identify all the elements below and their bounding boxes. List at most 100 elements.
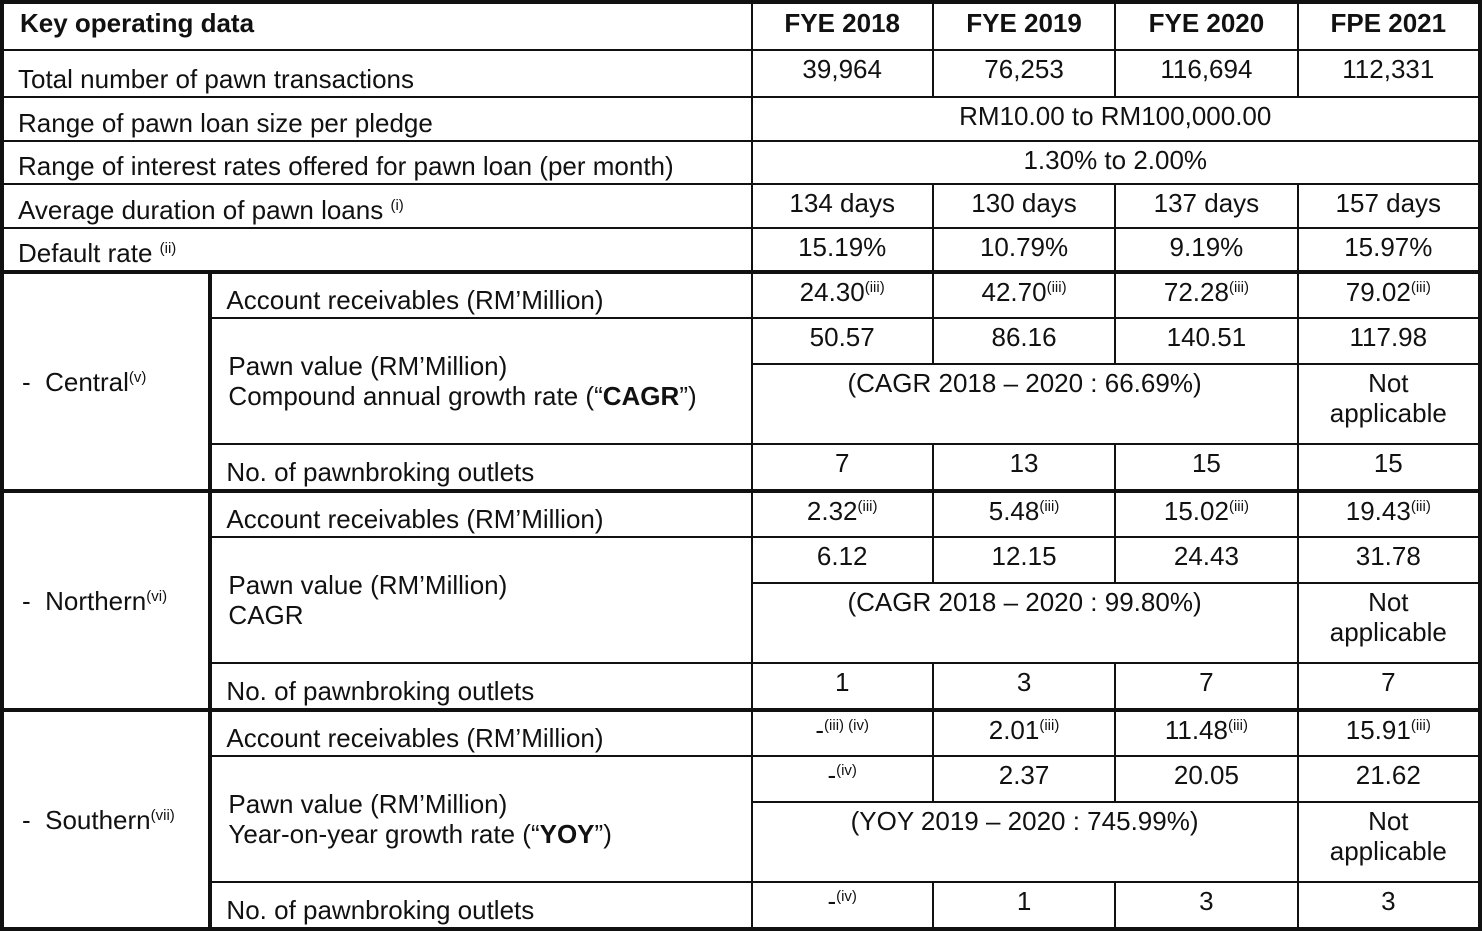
cell-text: 157 days <box>1335 188 1442 218</box>
cell-text: 7 <box>1381 667 1396 697</box>
row-label: Account receivables (RM’Million) <box>209 270 753 319</box>
label-text: Range of pawn loan size per pledge <box>18 108 433 138</box>
footnote-ref: (iii) <box>857 498 878 515</box>
footnote-ref: (vii) <box>150 806 175 824</box>
value-cell: 2.32(iii) <box>750 489 934 538</box>
value-cell: 13 <box>931 443 1117 492</box>
cell-text: 6.12 <box>816 541 868 571</box>
footnote-ref: (iii) <box>1410 498 1431 515</box>
value-cell: 157 days <box>1296 183 1482 229</box>
row: (CAGR 2018 – 2020 : 66.69%) Not applicabl… <box>2 363 1482 445</box>
value-cell: 21.62 <box>1296 755 1482 803</box>
value-cell: 76,253 <box>931 49 1117 98</box>
row: No. of pawnbroking outlets 7 13 15 15 <box>2 443 1482 492</box>
header-label: Key operating data <box>1 1 753 51</box>
cell-text: 42.70 <box>981 277 1047 307</box>
cell-text: 24.43 <box>1173 541 1239 571</box>
value-cell: 1 <box>750 662 934 711</box>
footnote-ref: (iii) <box>1228 279 1249 296</box>
cell-text: 72.28 <box>1163 277 1229 307</box>
label-text: Average duration of pawn loans <box>18 195 384 225</box>
cell-text: 117.98 <box>1349 322 1428 352</box>
region-name: - Southern(vii) <box>0 708 213 930</box>
cell-text: 2.37 <box>998 760 1050 790</box>
cell-text: - <box>827 760 837 790</box>
value-cell: 10.79% <box>931 227 1117 273</box>
row-label: Range of pawn loan size per pledge <box>1 96 753 142</box>
value-cell: 39,964 <box>750 49 934 98</box>
value-cell: 72.28(iii) <box>1114 270 1299 319</box>
row-label: Range of interest rates offered for pawn… <box>1 140 753 185</box>
growth-value: (YOY 2019 – 2020 : 745.99%) <box>750 801 1299 883</box>
footnote-ref: (iv) <box>836 762 857 779</box>
cell-text: 140.51 <box>1166 322 1247 352</box>
value-cell: 24.43 <box>1114 536 1299 584</box>
footnote-ref: (iii) (iv) <box>824 717 870 734</box>
label-text: Pawn value (RM’Million) <box>228 789 508 819</box>
value-cell: 1 <box>931 881 1117 930</box>
span-value: 1.30% to 2.00% <box>750 140 1482 185</box>
cell-text: 50.57 <box>809 322 875 352</box>
cell-text: 76,253 <box>984 54 1064 84</box>
row-label: No. of pawnbroking outlets <box>209 881 753 930</box>
value-cell: 79.02(iii) <box>1296 270 1482 319</box>
growth-last: Not applicable <box>1296 801 1482 883</box>
value-cell: 15 <box>1296 443 1482 492</box>
growth-value: (CAGR 2018 – 2020 : 99.80%) <box>750 582 1299 664</box>
growth-label: CAGR <box>228 600 749 630</box>
row: Pawn value (RM’Million) CAGR 6.12 12.15 24.4… <box>2 536 1482 664</box>
footnote-ref: (iv) <box>836 888 857 905</box>
label-text: Pawn value (RM’Million) <box>228 351 508 381</box>
value-cell: 86.16 <box>931 317 1117 365</box>
cell-text: 15 <box>1191 448 1221 478</box>
footnote-ref: (iii) <box>1046 279 1067 296</box>
value-cell: 50.57 <box>750 317 934 365</box>
row-label: No. of pawnbroking outlets <box>209 662 753 711</box>
cell-text: 10.79% <box>979 232 1069 262</box>
cell-text: 11.48 <box>1164 715 1228 745</box>
cell-text: 116,694 <box>1160 54 1253 84</box>
value-cell: 6.12 <box>750 536 934 584</box>
value-cell: -(iii) (iv) <box>750 708 934 757</box>
value-cell: 15.91(iii) <box>1296 708 1482 757</box>
cell-text: 20.05 <box>1173 760 1239 790</box>
footnote-ref: (v) <box>128 368 147 386</box>
cell-text: 12.15 <box>991 541 1057 571</box>
cell-text: 137 days <box>1153 188 1260 218</box>
value-cell: 116,694 <box>1114 49 1299 98</box>
footnote-ref: (iii) <box>1039 717 1060 734</box>
row-label: Default rate (ii) <box>1 227 753 273</box>
cell-text: 15.97% <box>1344 232 1433 262</box>
region-text: - Northern <box>22 585 147 616</box>
label-part: YOY <box>539 819 595 849</box>
cell-text: 19.43 <box>1345 496 1411 526</box>
value-cell: 9.19% <box>1114 227 1299 273</box>
row: - Central(v) Account receivables (RM’Mill… <box>0 270 1482 492</box>
row: No. of pawnbroking outlets -(iv) 1 3 3 <box>2 881 1482 930</box>
cell-text: 86.16 <box>991 322 1057 352</box>
cell-text: 15.91 <box>1345 715 1411 745</box>
value-cell: 11.48(iii) <box>1114 708 1299 757</box>
row: (CAGR 2018 – 2020 : 99.80%) Not applicabl… <box>2 582 1482 664</box>
cell-text: 15.02 <box>1163 496 1229 526</box>
label-part: CAGR <box>602 381 680 411</box>
cell-text: 13 <box>1009 448 1039 478</box>
value-cell: -(iv) <box>750 755 934 803</box>
label-part: Compound annual growth rate (“ <box>228 381 603 411</box>
row: Pawn value (RM’Million) Year-on-year grow… <box>2 755 1482 883</box>
cell-text: 15.19% <box>798 232 887 262</box>
cell-text: 1 <box>1016 886 1032 916</box>
row-label: Average duration of pawn loans (i) <box>1 183 753 229</box>
footnote-ref: (iii) <box>864 279 885 296</box>
footnote-ref: (ii) <box>159 240 177 257</box>
region-name: - Central(v) <box>0 270 213 492</box>
label-part: ”) <box>679 381 697 411</box>
value-cell: 15.02(iii) <box>1114 489 1299 538</box>
row-label: No. of pawnbroking outlets <box>209 443 753 492</box>
growth-value: (CAGR 2018 – 2020 : 66.69%) <box>750 363 1299 445</box>
region-name: - Northern(vi) <box>0 489 213 711</box>
footnote-ref: (i) <box>390 197 404 214</box>
cell-text: 7 <box>834 448 850 478</box>
row: Total number of pawn transactions 39,964 7… <box>1 49 1482 98</box>
cell-text: 5.48 <box>988 496 1040 526</box>
